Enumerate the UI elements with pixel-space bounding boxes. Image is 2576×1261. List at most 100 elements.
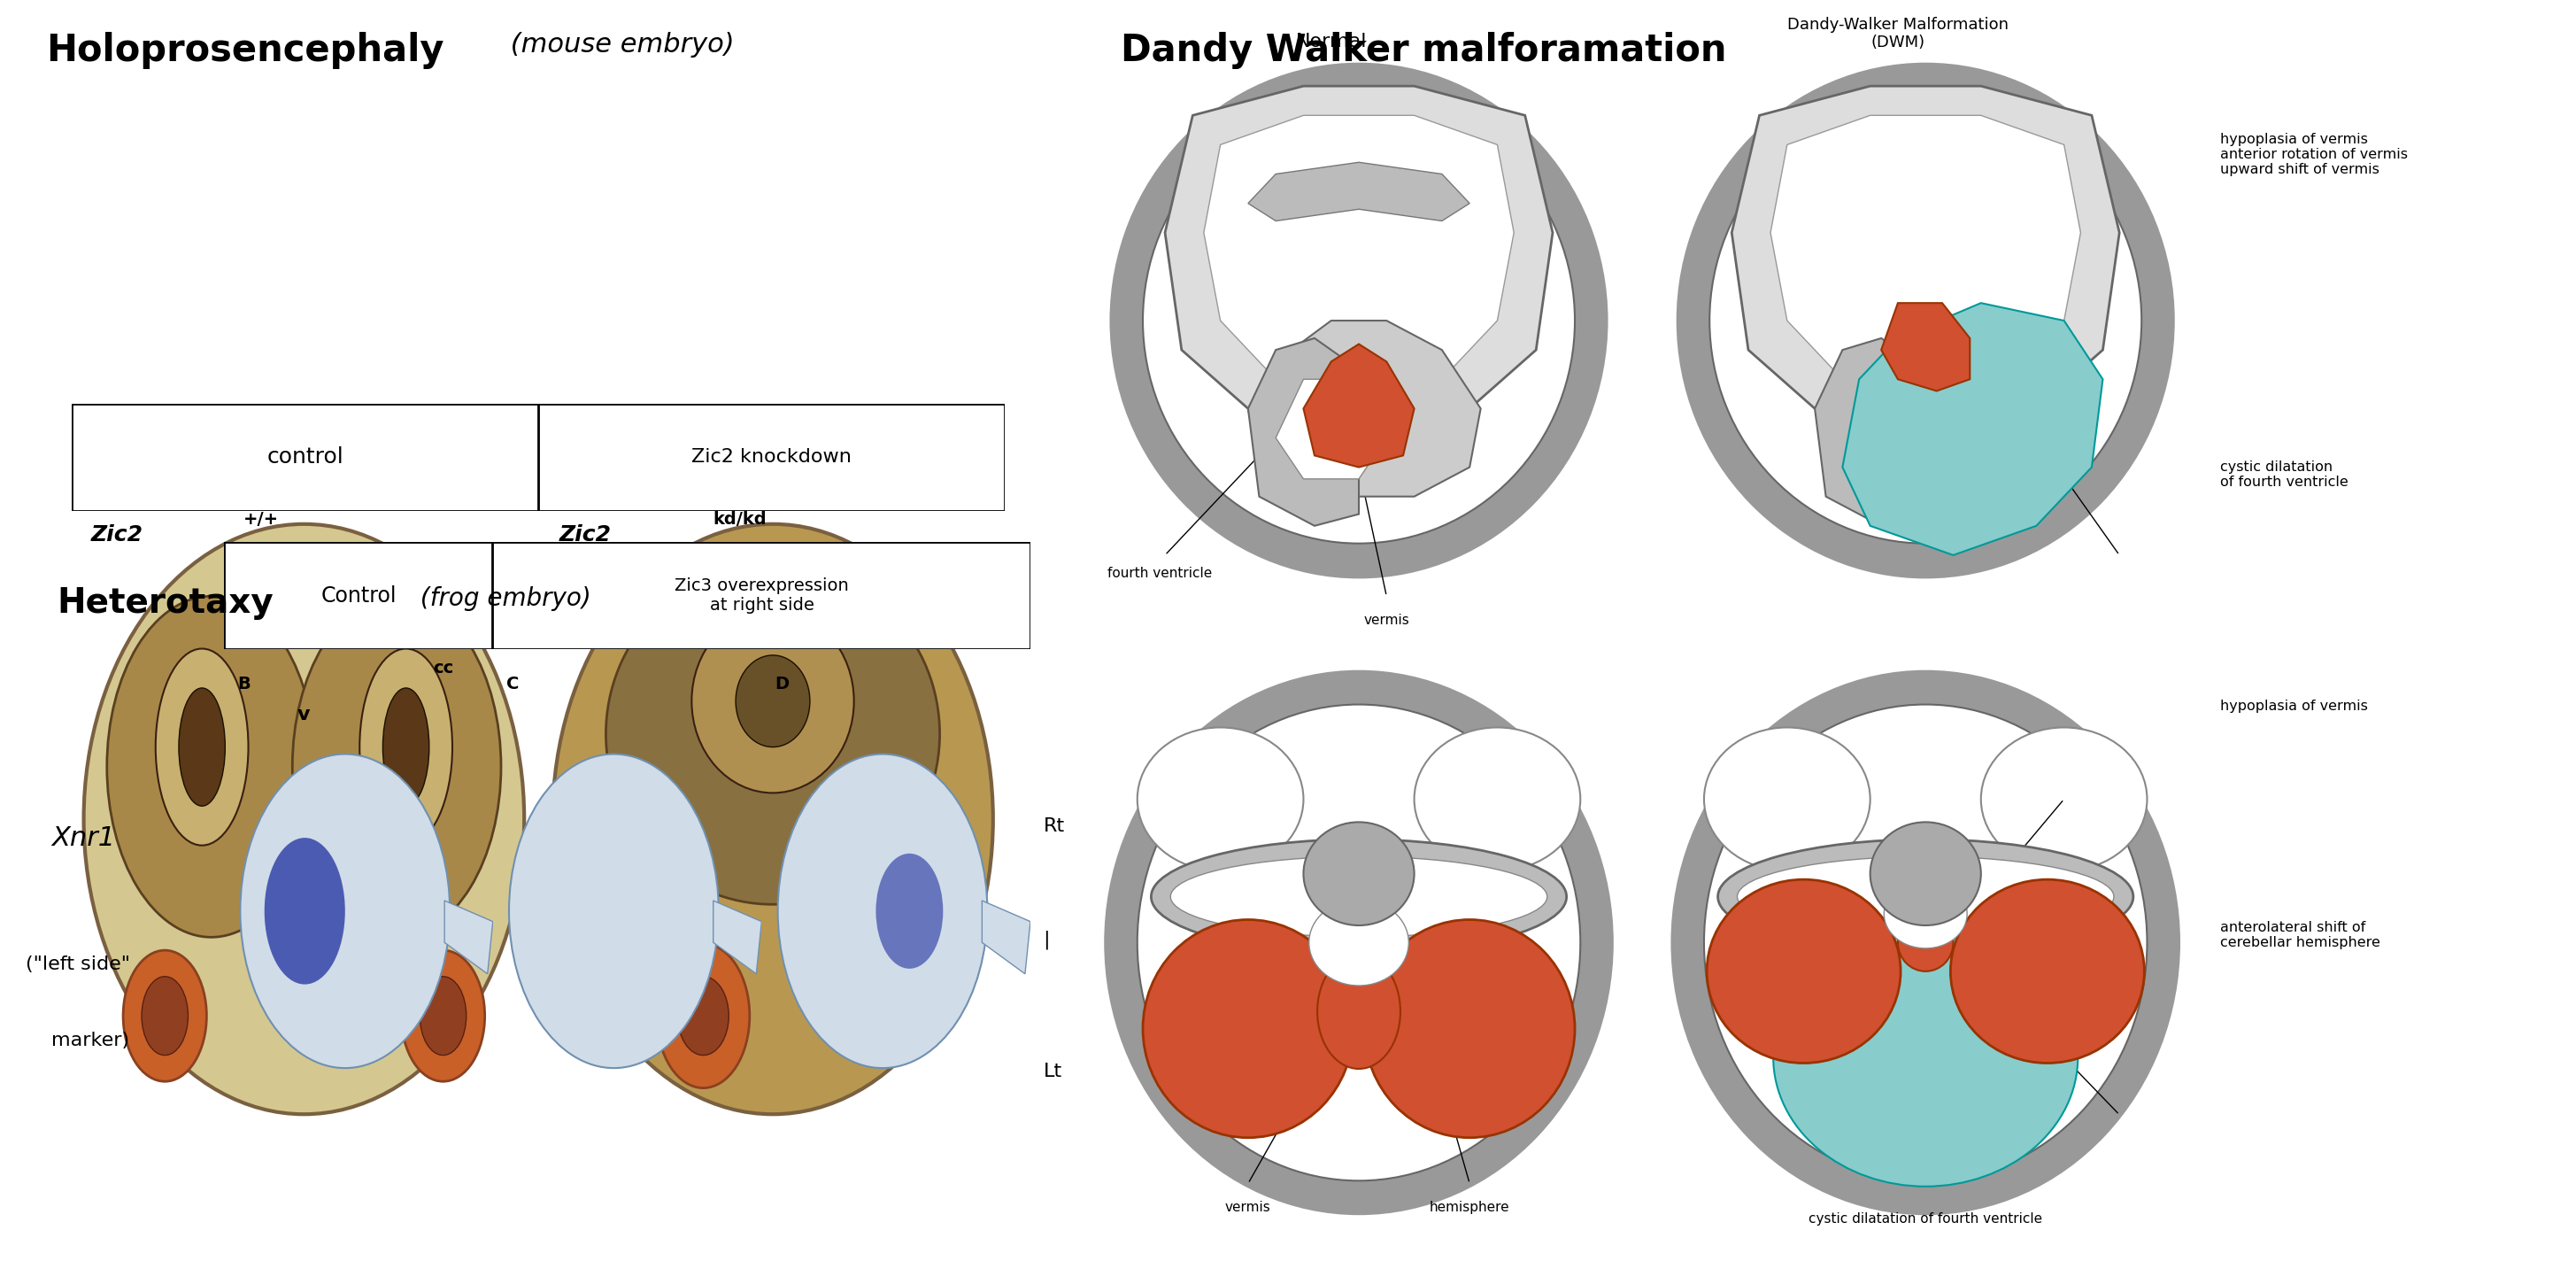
Ellipse shape bbox=[1170, 856, 1548, 937]
Ellipse shape bbox=[876, 854, 943, 968]
Text: (frog embryo): (frog embryo) bbox=[412, 586, 590, 612]
Ellipse shape bbox=[85, 525, 526, 1115]
Ellipse shape bbox=[1736, 856, 2115, 937]
Ellipse shape bbox=[1710, 98, 2141, 543]
Polygon shape bbox=[1203, 115, 1515, 391]
Ellipse shape bbox=[1672, 670, 2179, 1216]
Text: kd/kd: kd/kd bbox=[714, 511, 765, 528]
Text: cystic dilatation of fourth ventricle: cystic dilatation of fourth ventricle bbox=[1808, 1212, 2043, 1226]
Text: Zic2: Zic2 bbox=[559, 525, 611, 545]
Ellipse shape bbox=[1365, 919, 1574, 1137]
Text: Zic3 overexpression
at right side: Zic3 overexpression at right side bbox=[675, 578, 850, 614]
Text: vermis: vermis bbox=[1363, 614, 1409, 627]
Ellipse shape bbox=[402, 951, 484, 1082]
Polygon shape bbox=[1249, 163, 1471, 221]
Ellipse shape bbox=[1870, 822, 1981, 926]
Ellipse shape bbox=[605, 564, 940, 904]
Text: fourth ventricle: fourth ventricle bbox=[1108, 567, 1211, 580]
Polygon shape bbox=[1880, 303, 1971, 391]
Text: hypoplasia of vermis: hypoplasia of vermis bbox=[2221, 700, 2367, 714]
Polygon shape bbox=[1731, 86, 2120, 420]
Ellipse shape bbox=[1139, 705, 1582, 1180]
Text: hemisphere: hemisphere bbox=[1430, 1200, 1510, 1214]
Ellipse shape bbox=[510, 754, 719, 1068]
Text: B: B bbox=[237, 676, 250, 692]
Ellipse shape bbox=[1139, 728, 1303, 871]
Ellipse shape bbox=[178, 689, 224, 806]
Ellipse shape bbox=[677, 976, 729, 1055]
Text: hypoplasia of vermis
anterior rotation of vermis
upward shift of vermis: hypoplasia of vermis anterior rotation o… bbox=[2221, 132, 2409, 177]
Ellipse shape bbox=[1316, 955, 1401, 1069]
Text: Xnr1: Xnr1 bbox=[52, 826, 116, 851]
Ellipse shape bbox=[108, 596, 317, 937]
Text: Dandy Walker malforamation: Dandy Walker malforamation bbox=[1121, 32, 1726, 68]
Ellipse shape bbox=[420, 976, 466, 1055]
Text: control: control bbox=[268, 446, 343, 468]
Ellipse shape bbox=[1110, 63, 1607, 579]
Ellipse shape bbox=[1144, 98, 1574, 543]
Text: Rt: Rt bbox=[1043, 817, 1064, 835]
Ellipse shape bbox=[384, 689, 430, 806]
Text: D: D bbox=[775, 676, 788, 692]
Ellipse shape bbox=[1309, 899, 1409, 986]
Text: |: | bbox=[1043, 929, 1051, 950]
Polygon shape bbox=[1164, 86, 1553, 420]
Ellipse shape bbox=[1772, 928, 2079, 1187]
Text: Normal: Normal bbox=[1296, 33, 1368, 50]
Ellipse shape bbox=[1705, 705, 2146, 1180]
Ellipse shape bbox=[551, 525, 994, 1115]
Ellipse shape bbox=[240, 754, 451, 1068]
Text: Control: Control bbox=[322, 585, 397, 607]
Polygon shape bbox=[981, 900, 1030, 973]
Polygon shape bbox=[1814, 338, 1927, 526]
Ellipse shape bbox=[1151, 840, 1566, 955]
Ellipse shape bbox=[1883, 879, 1968, 948]
Ellipse shape bbox=[1677, 63, 2174, 579]
Polygon shape bbox=[1770, 115, 2081, 391]
Ellipse shape bbox=[737, 656, 809, 747]
Text: cystic dilatation
of fourth ventricle: cystic dilatation of fourth ventricle bbox=[2221, 460, 2349, 489]
Ellipse shape bbox=[1303, 822, 1414, 926]
Text: vermis: vermis bbox=[1226, 1200, 1270, 1214]
Ellipse shape bbox=[155, 648, 247, 845]
Ellipse shape bbox=[265, 837, 345, 985]
Ellipse shape bbox=[855, 924, 922, 1029]
Text: ("left side": ("left side" bbox=[26, 956, 131, 973]
Polygon shape bbox=[1275, 380, 1386, 479]
Text: C: C bbox=[507, 676, 518, 692]
Ellipse shape bbox=[1950, 879, 2143, 1063]
Ellipse shape bbox=[1705, 728, 1870, 871]
Ellipse shape bbox=[1899, 914, 1953, 971]
Ellipse shape bbox=[657, 943, 750, 1088]
Text: Zic2 knockdown: Zic2 knockdown bbox=[690, 448, 853, 467]
Text: Dandy-Walker Malformation
(DWM): Dandy-Walker Malformation (DWM) bbox=[1788, 16, 2009, 50]
Polygon shape bbox=[714, 900, 762, 973]
Text: Heterotaxy: Heterotaxy bbox=[57, 586, 273, 620]
Text: Holoprosencephaly: Holoprosencephaly bbox=[46, 32, 443, 68]
Polygon shape bbox=[1842, 303, 2102, 555]
Ellipse shape bbox=[1981, 728, 2146, 871]
Text: Zic2: Zic2 bbox=[90, 525, 142, 545]
Text: Lt: Lt bbox=[1043, 1063, 1061, 1081]
Text: marker): marker) bbox=[52, 1031, 129, 1049]
Ellipse shape bbox=[1105, 670, 1613, 1216]
Text: +/+: +/+ bbox=[245, 511, 278, 528]
Ellipse shape bbox=[1718, 840, 2133, 955]
Text: cc: cc bbox=[433, 660, 453, 677]
Ellipse shape bbox=[1144, 919, 1352, 1137]
Polygon shape bbox=[1249, 320, 1481, 497]
Ellipse shape bbox=[361, 648, 453, 845]
Polygon shape bbox=[1303, 344, 1414, 468]
Text: v: v bbox=[299, 705, 309, 723]
Ellipse shape bbox=[142, 976, 188, 1055]
Ellipse shape bbox=[124, 951, 206, 1082]
Ellipse shape bbox=[1414, 728, 1582, 871]
Text: anterolateral shift of
cerebellar hemisphere: anterolateral shift of cerebellar hemisp… bbox=[2221, 921, 2380, 950]
Text: (mouse embryo): (mouse embryo) bbox=[502, 32, 734, 57]
Polygon shape bbox=[1249, 338, 1360, 526]
Polygon shape bbox=[446, 900, 492, 973]
Ellipse shape bbox=[1708, 879, 1901, 1063]
Ellipse shape bbox=[778, 754, 987, 1068]
Ellipse shape bbox=[690, 609, 855, 793]
Ellipse shape bbox=[294, 596, 500, 937]
